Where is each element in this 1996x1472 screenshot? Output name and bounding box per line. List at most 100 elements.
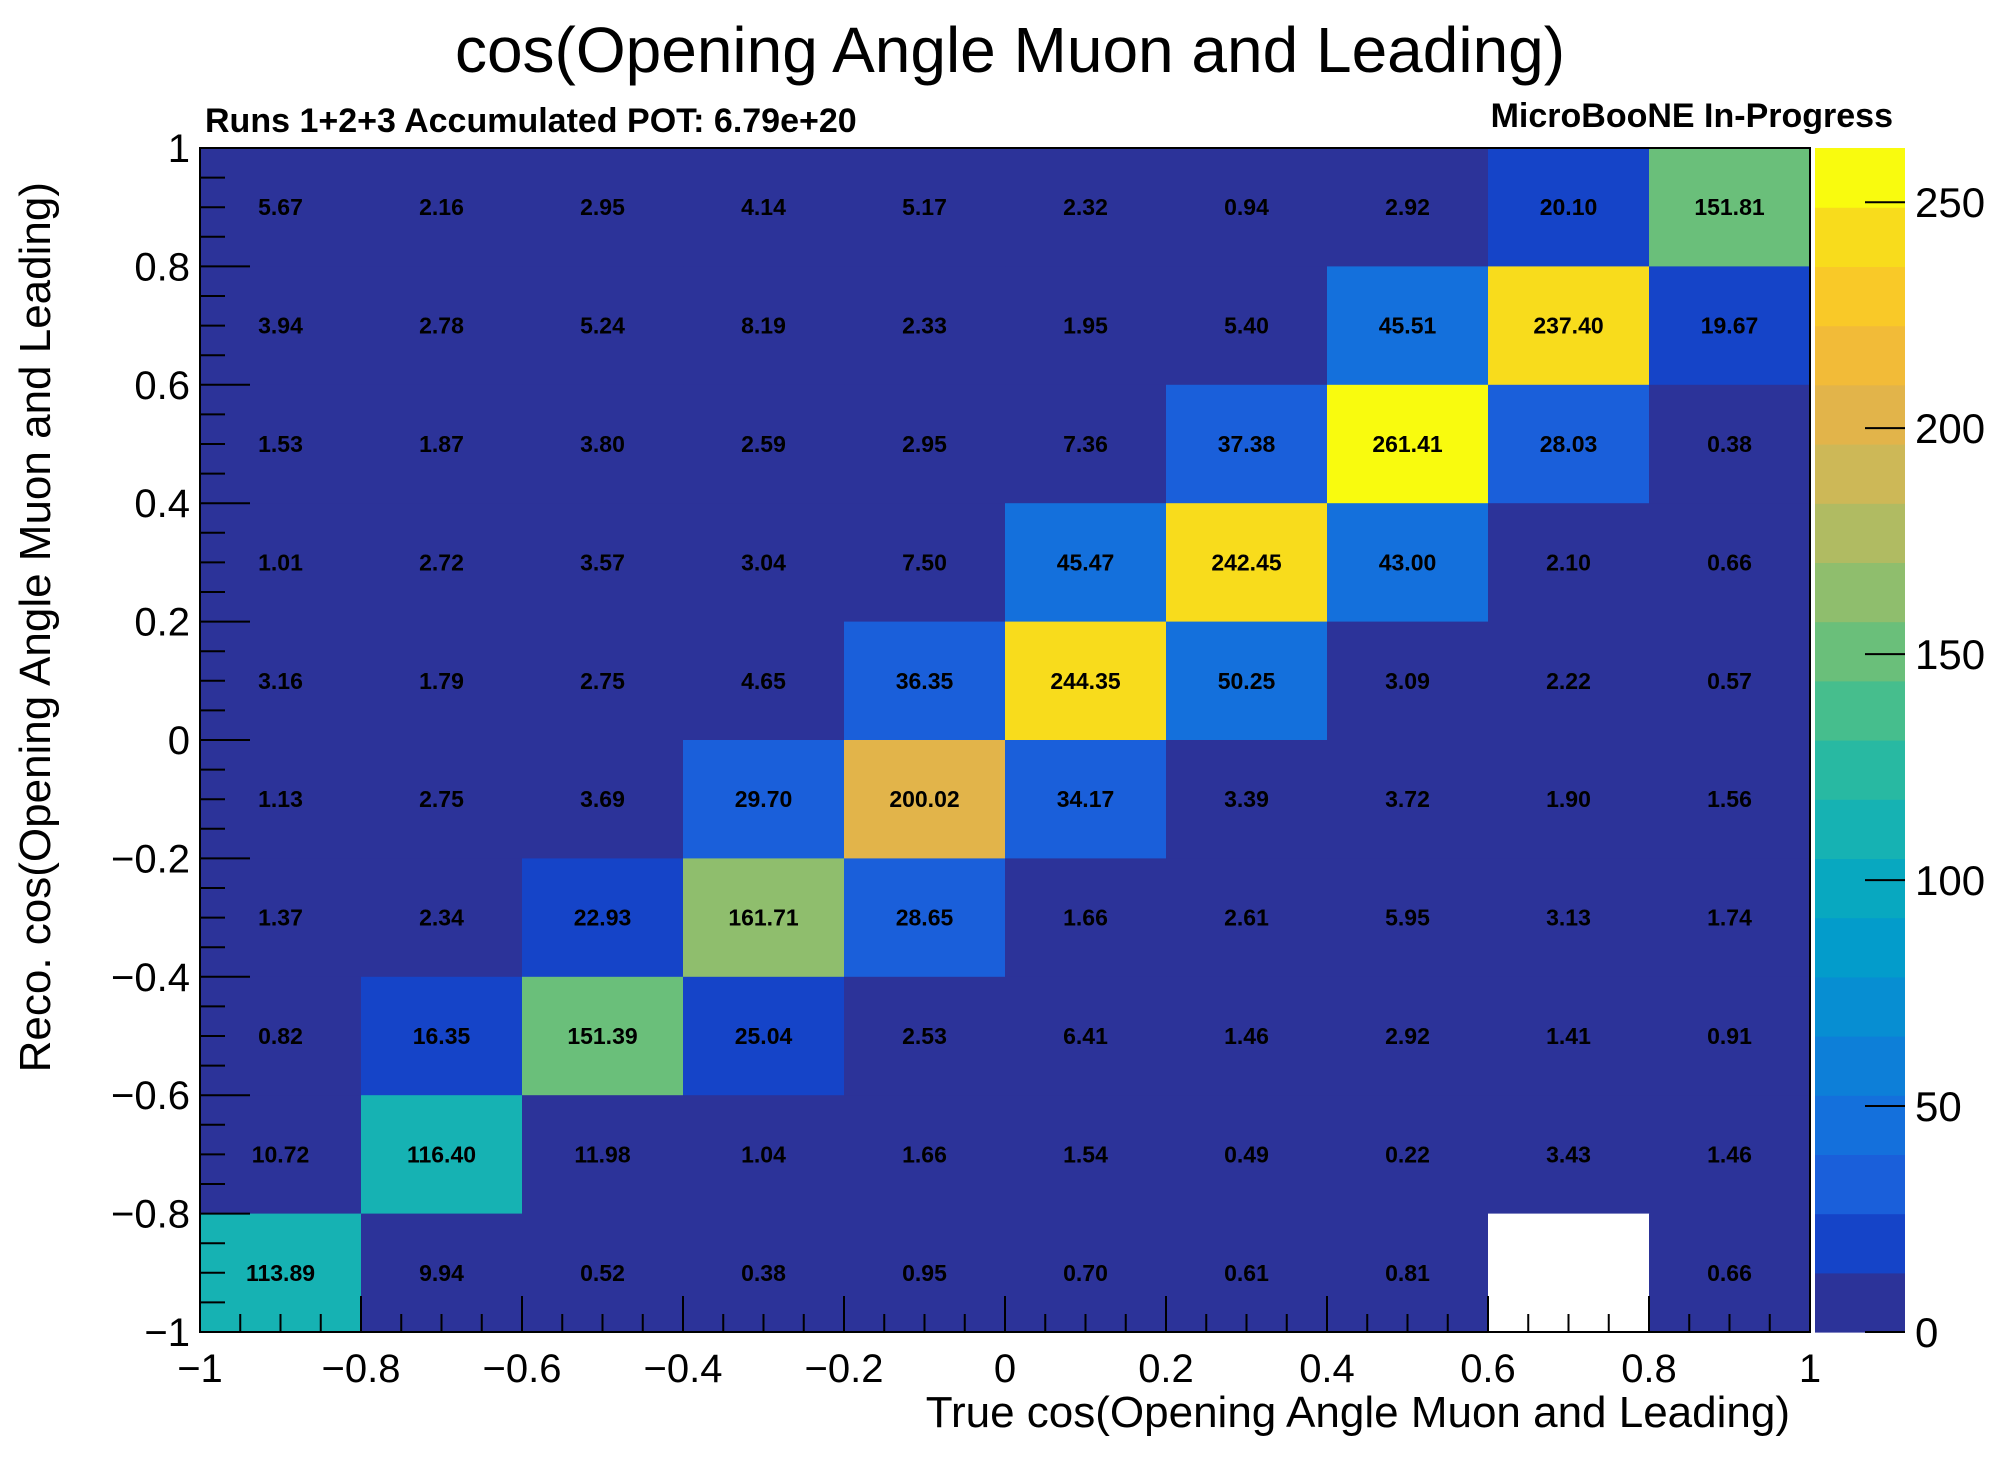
x-tick-label: 0.4 [1299, 1347, 1355, 1391]
heatmap-cell [844, 858, 1006, 978]
heatmap-cell [1166, 976, 1328, 1096]
heatmap-cell [683, 266, 845, 386]
color-scale-tick-label: 50 [1915, 1083, 1962, 1130]
heatmap-cell [1488, 976, 1650, 1096]
heatmap-cell [683, 1213, 845, 1333]
cell-value-label: 0.38 [1707, 431, 1752, 457]
color-scale-band [1815, 148, 1905, 208]
y-tick-label: −1 [144, 1311, 190, 1355]
heatmap-cell [1649, 740, 1811, 859]
color-scale-band [1815, 562, 1905, 623]
heatmap-cell [683, 976, 845, 1096]
heatmap-cell [1005, 384, 1167, 504]
color-scale-band [1815, 325, 1905, 386]
heatmap-cell [844, 740, 1006, 859]
cell-value-label: 244.35 [1050, 668, 1121, 694]
heatmap-cell [522, 621, 684, 741]
x-tick-label: 0.2 [1138, 1347, 1194, 1391]
color-scale-band [1815, 740, 1905, 800]
heatmap-cell [844, 148, 1006, 267]
y-tick-label: 1 [168, 127, 190, 171]
cell-value-label: 1.66 [902, 1141, 947, 1167]
color-scale-band [1815, 384, 1905, 445]
cell-value-label: 0.49 [1224, 1141, 1269, 1167]
cell-value-label: 0.57 [1707, 668, 1752, 694]
cell-value-label: 1.79 [419, 668, 464, 694]
cell-value-label: 151.81 [1694, 194, 1765, 220]
cell-value-label: 0.38 [741, 1260, 786, 1286]
heatmap-cell [1005, 503, 1167, 623]
color-scale-bar: 0 50 100 150 200 250 [1815, 148, 1985, 1356]
heatmap-cell [361, 621, 523, 741]
heatmap-cell-labels: 5.67 2.16 2.95 4.14 5.17 2.32 0.94 2.92 20.10 151… [246, 194, 1765, 1286]
heatmap-cell [200, 148, 362, 267]
heatmap-cell [361, 266, 523, 386]
color-scale-band [1815, 799, 1905, 859]
cell-value-label: 2.33 [902, 313, 947, 339]
heatmap-cell [200, 503, 362, 623]
heatmap-cell [361, 148, 523, 267]
heatmap-cell [1327, 740, 1489, 859]
cell-value-label: 0.61 [1224, 1260, 1269, 1286]
color-scale-tick-label: 200 [1915, 405, 1985, 452]
heatmap-cell [1166, 1213, 1328, 1333]
y-tick-label: −0.8 [111, 1193, 190, 1237]
y-tick-label: 0.8 [134, 245, 190, 289]
heatmap-cell [683, 1095, 845, 1215]
heatmap-cell [844, 976, 1006, 1096]
cell-value-label: 2.92 [1385, 194, 1430, 220]
x-tick-label: 0.6 [1460, 1347, 1516, 1391]
heatmap-cell [1488, 148, 1650, 267]
heatmap-cell [1327, 266, 1489, 386]
heatmap-cell [1005, 976, 1167, 1096]
heatmap-cell [1166, 503, 1328, 623]
y-tick-label: 0.2 [134, 601, 190, 645]
cell-value-label: 7.50 [902, 549, 947, 575]
heatmap-cell [1005, 621, 1167, 741]
x-axis-label: True cos(Opening Angle Muon and Leading) [926, 1388, 1790, 1437]
cell-value-label: 2.10 [1546, 549, 1591, 575]
cell-value-label: 3.04 [741, 549, 786, 575]
color-scale-band [1815, 503, 1905, 563]
x-tick-label: 1 [1799, 1347, 1821, 1391]
heatmap-cell [522, 976, 684, 1096]
heatmap-cell [1488, 740, 1650, 859]
cell-value-label: 3.94 [258, 313, 303, 339]
cell-value-label: 9.94 [419, 1260, 464, 1286]
cell-value-label: 37.38 [1218, 431, 1276, 457]
cell-value-label: 151.39 [567, 1023, 637, 1049]
heatmap-cell [1649, 266, 1811, 386]
color-scale-band [1815, 1272, 1905, 1333]
cell-value-label: 7.36 [1063, 431, 1108, 457]
cell-value-label: 2.34 [419, 905, 464, 931]
chart-subtitle-right: MicroBooNE In-Progress [1491, 97, 1893, 135]
heatmap-cell [1327, 1213, 1489, 1333]
cell-value-label: 1.90 [1546, 786, 1591, 812]
heatmap-cell [683, 858, 845, 978]
heatmap-cell [361, 384, 523, 504]
cell-value-label: 0.52 [580, 1260, 625, 1286]
heatmap-cell [683, 503, 845, 623]
heatmap-cell [844, 266, 1006, 386]
cell-value-label: 0.66 [1707, 1260, 1752, 1286]
cell-value-label: 43.00 [1379, 549, 1437, 575]
cell-value-label: 28.65 [896, 905, 954, 931]
heatmap-cell [1327, 976, 1489, 1096]
cell-value-label: 4.14 [741, 194, 786, 220]
color-scale-band [1815, 1213, 1905, 1274]
cell-value-label: 3.72 [1385, 786, 1430, 812]
y-tick-label: 0.4 [134, 482, 190, 526]
cell-value-label: 0.94 [1224, 194, 1269, 220]
cell-value-label: 3.09 [1385, 668, 1430, 694]
x-tick-label: 0 [994, 1347, 1016, 1391]
cell-value-label: 2.22 [1546, 668, 1591, 694]
heatmap-cell [1488, 1095, 1650, 1215]
color-scale-band [1815, 858, 1905, 919]
cell-value-label: 34.17 [1057, 786, 1115, 812]
cell-value-label: 0.82 [258, 1023, 303, 1049]
cell-value-label: 3.39 [1224, 786, 1269, 812]
cell-value-label: 1.04 [741, 1141, 786, 1167]
cell-value-label: 2.75 [580, 668, 625, 694]
cell-value-label: 116.40 [407, 1141, 476, 1167]
heatmap-cell [1005, 266, 1167, 386]
